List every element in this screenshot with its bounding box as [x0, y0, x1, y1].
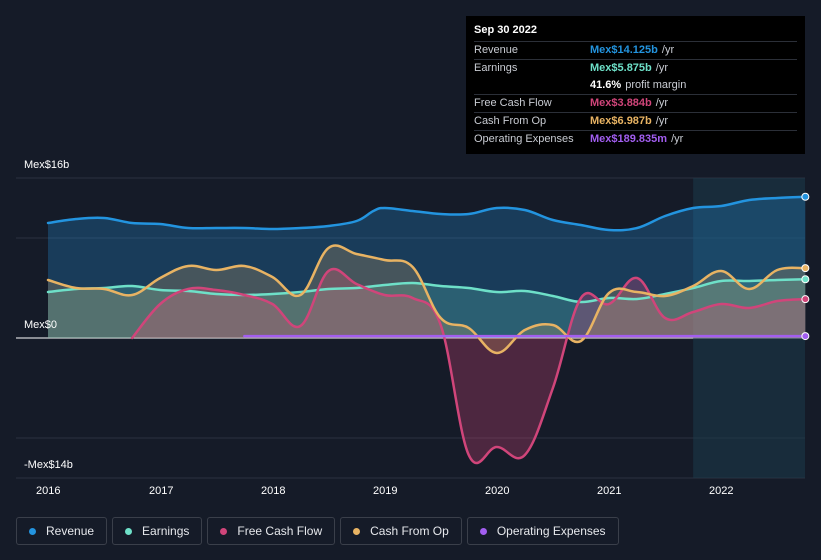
legend-item-operating-expenses[interactable]: Operating Expenses	[466, 517, 619, 545]
tooltip-label: Operating Expenses	[474, 133, 574, 145]
cash-from-op-end-point	[801, 264, 810, 273]
revenue-area	[48, 196, 806, 338]
legend-item-revenue[interactable]: Revenue	[16, 517, 108, 545]
tooltip-label: Earnings	[474, 62, 518, 74]
earnings-end-point	[801, 275, 810, 284]
x-tick-2018: 2018	[261, 485, 286, 497]
tooltip-date: Sep 30 2022	[474, 24, 537, 36]
tooltip-unit: /yr	[661, 44, 675, 56]
hover-tooltip: Sep 30 2022 Revenue Mex$14.125b /yr Earn…	[466, 16, 805, 154]
legend-item-cash-from-op[interactable]: Cash From Op	[340, 517, 462, 545]
chart-areas	[48, 196, 806, 464]
tooltip-row-operating-expenses: Operating Expenses Mex$189.835m /yr	[474, 130, 797, 148]
chart-grid	[16, 177, 805, 479]
tooltip-unit: /yr	[655, 62, 668, 74]
operating-expenses-end-point	[801, 332, 810, 341]
tooltip-row-profit-margin: 41.6% profit margin	[474, 77, 797, 94]
revenue-end-point	[801, 192, 810, 201]
free-cash-flow-area	[132, 269, 806, 464]
y-axis-zero-label: Mex$0	[24, 319, 58, 331]
tooltip-value: 41.6%	[590, 79, 622, 91]
tooltip-row-free-cash-flow: Free Cash Flow Mex$3.884b /yr	[474, 94, 797, 112]
tooltip-value: Mex$189.835m	[590, 133, 668, 145]
legend-dot-icon	[220, 527, 228, 535]
chart-end-dots	[801, 192, 810, 341]
legend-item-earnings[interactable]: Earnings	[112, 517, 203, 545]
tooltip-unit: /yr	[655, 97, 668, 109]
y-axis-bottom-label: -Mex$14b	[24, 459, 73, 471]
tooltip-label	[474, 77, 590, 94]
legend-dot-icon	[353, 527, 361, 535]
x-tick-2021: 2021	[597, 485, 622, 497]
revenue-line	[46, 195, 807, 232]
tooltip-value: Mex$3.884b	[590, 97, 652, 109]
tooltip-row-cash-from-op: Cash From Op Mex$6.987b /yr	[474, 112, 797, 130]
x-tick-2022: 2022	[709, 485, 734, 497]
free-cash-flow-line	[130, 267, 807, 465]
free-cash-flow-end-point	[801, 295, 810, 304]
earnings-area	[48, 279, 806, 338]
x-tick-2020: 2020	[485, 485, 510, 497]
tooltip-unit: profit margin	[625, 79, 687, 91]
forecast-region	[693, 178, 805, 478]
x-tick-2019: 2019	[373, 485, 398, 497]
tooltip-unit: /yr	[655, 115, 668, 127]
cash-from-op-line	[46, 244, 807, 355]
x-tick-2017: 2017	[149, 485, 174, 497]
legend-item-free-cash-flow[interactable]: Free Cash Flow	[207, 517, 336, 545]
legend-dot-icon	[479, 527, 487, 535]
legend-label: Earnings	[142, 524, 190, 538]
chart-lines	[46, 195, 807, 465]
tooltip-value: Mex$5.875b	[590, 62, 652, 74]
tooltip-unit: /yr	[671, 133, 684, 145]
legend-label: Revenue	[46, 524, 95, 538]
y-axis-top-label: Mex$16b	[24, 159, 70, 171]
tooltip-value: Mex$6.987b	[590, 115, 652, 127]
cash-from-op-area	[48, 245, 806, 354]
tooltip-label: Cash From Op	[474, 115, 547, 127]
tooltip-row-earnings: Earnings Mex$5.875b /yr	[474, 59, 797, 77]
tooltip-row-revenue: Revenue Mex$14.125b /yr	[474, 41, 797, 59]
x-tick-2016: 2016	[36, 485, 61, 497]
chart-legend: Revenue Earnings Free Cash Flow Cash Fro…	[16, 517, 619, 545]
legend-label: Operating Expenses	[496, 524, 606, 538]
tooltip-label: Revenue	[474, 44, 519, 56]
tooltip-value: Mex$14.125b	[590, 44, 658, 56]
legend-dot-icon	[29, 527, 36, 535]
legend-dot-icon	[125, 527, 133, 535]
tooltip-label: Free Cash Flow	[474, 97, 552, 109]
legend-label: Cash From Op	[370, 524, 449, 538]
legend-label: Free Cash Flow	[237, 524, 323, 538]
